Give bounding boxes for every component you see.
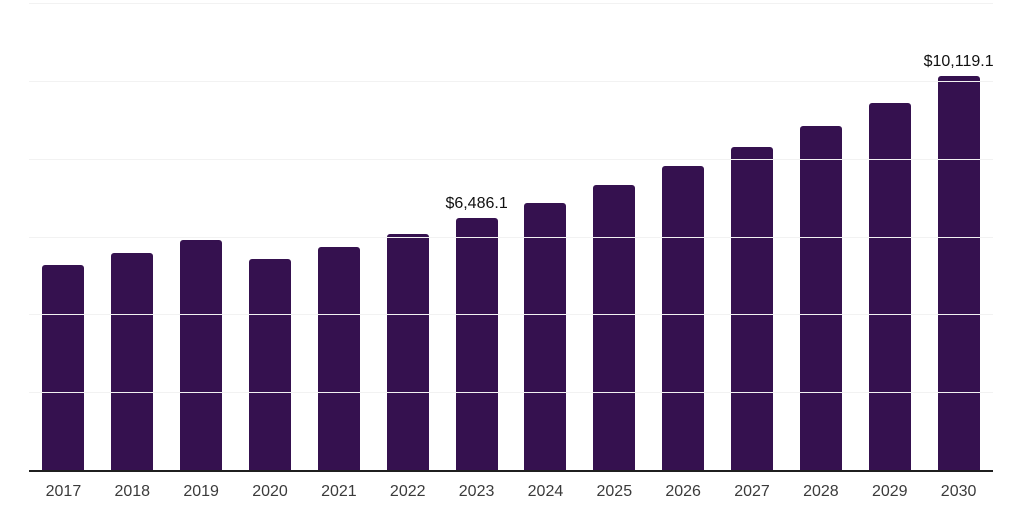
bar-value-label-2030: $10,119.1: [923, 53, 994, 71]
x-axis: 2017 2018 2019 2020 2021 2022 2023 2024 2025 2026…: [29, 472, 993, 512]
bar-2023: [455, 217, 498, 470]
bar-2021: [317, 247, 360, 470]
x-tick-2017: 2017: [45, 483, 82, 500]
bar-series: $6,486.1 $10,119.1: [29, 3, 994, 470]
bar-band-2029: [855, 3, 924, 470]
x-tick-2020: 2020: [252, 483, 288, 500]
x-tick-2027: 2027: [734, 483, 770, 500]
x-tick-2019: 2019: [183, 483, 219, 500]
gridline-4000: [29, 314, 993, 316]
bar-band-2019: [167, 3, 236, 470]
plot-area: $6,486.1 $10,119.1: [29, 3, 994, 472]
bar-value-label-2023: $6,486.1: [445, 194, 508, 212]
bar-band-2024: [511, 3, 580, 470]
x-tick-2022: 2022: [389, 483, 426, 500]
x-tick-2023: 2023: [458, 483, 495, 500]
x-tick-2026: 2026: [665, 483, 701, 500]
x-tick-2028: 2028: [803, 483, 839, 500]
bar-band-2020: [236, 3, 305, 470]
x-tick-2029: 2029: [871, 483, 908, 500]
bar-2028: [799, 125, 842, 470]
bar-band-2027: [718, 3, 787, 470]
bar-2019: [180, 240, 223, 470]
bar-2029: [868, 103, 911, 470]
gridline-10000: [29, 80, 993, 82]
bar-band-2025: [580, 3, 649, 470]
bar-band-2017: [29, 3, 98, 470]
x-tick-2030: 2030: [940, 483, 977, 500]
bar-band-2030: $10,119.1: [923, 3, 994, 470]
bar-2030: [937, 76, 980, 470]
gridline-12000: [29, 3, 993, 4]
gridline-2000: [29, 392, 993, 394]
x-tick-2024: 2024: [527, 483, 564, 500]
bar-band-2023: $6,486.1: [442, 3, 511, 470]
bar-2024: [524, 203, 567, 470]
x-tick-2021: 2021: [321, 483, 357, 500]
bar-2017: [42, 264, 85, 470]
x-tick-2025: 2025: [596, 483, 633, 500]
bar-band-2022: [373, 3, 442, 470]
bar-2026: [662, 166, 705, 470]
bar-2018: [111, 252, 154, 470]
bar-2020: [249, 258, 291, 470]
bar-band-2028: [786, 3, 855, 470]
bar-band-2026: [649, 3, 718, 470]
bar-band-2021: [304, 3, 373, 470]
bar-2022: [386, 234, 429, 470]
gridline-8000: [29, 158, 993, 160]
bar-2027: [731, 147, 774, 470]
gridline-6000: [29, 236, 993, 238]
x-tick-2018: 2018: [114, 483, 151, 500]
bar-band-2018: [98, 3, 167, 470]
bar-2025: [593, 185, 636, 470]
